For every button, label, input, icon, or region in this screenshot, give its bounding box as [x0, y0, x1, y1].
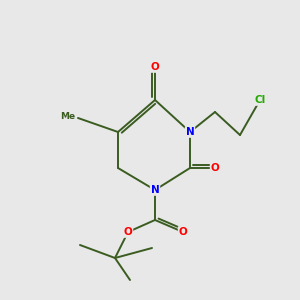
Text: O: O	[211, 163, 219, 173]
Text: N: N	[151, 185, 159, 195]
Text: Cl: Cl	[254, 95, 266, 105]
Text: N: N	[186, 127, 194, 137]
Text: O: O	[124, 227, 132, 237]
Text: O: O	[151, 62, 159, 72]
Text: O: O	[178, 227, 188, 237]
Text: Me: Me	[60, 112, 75, 121]
